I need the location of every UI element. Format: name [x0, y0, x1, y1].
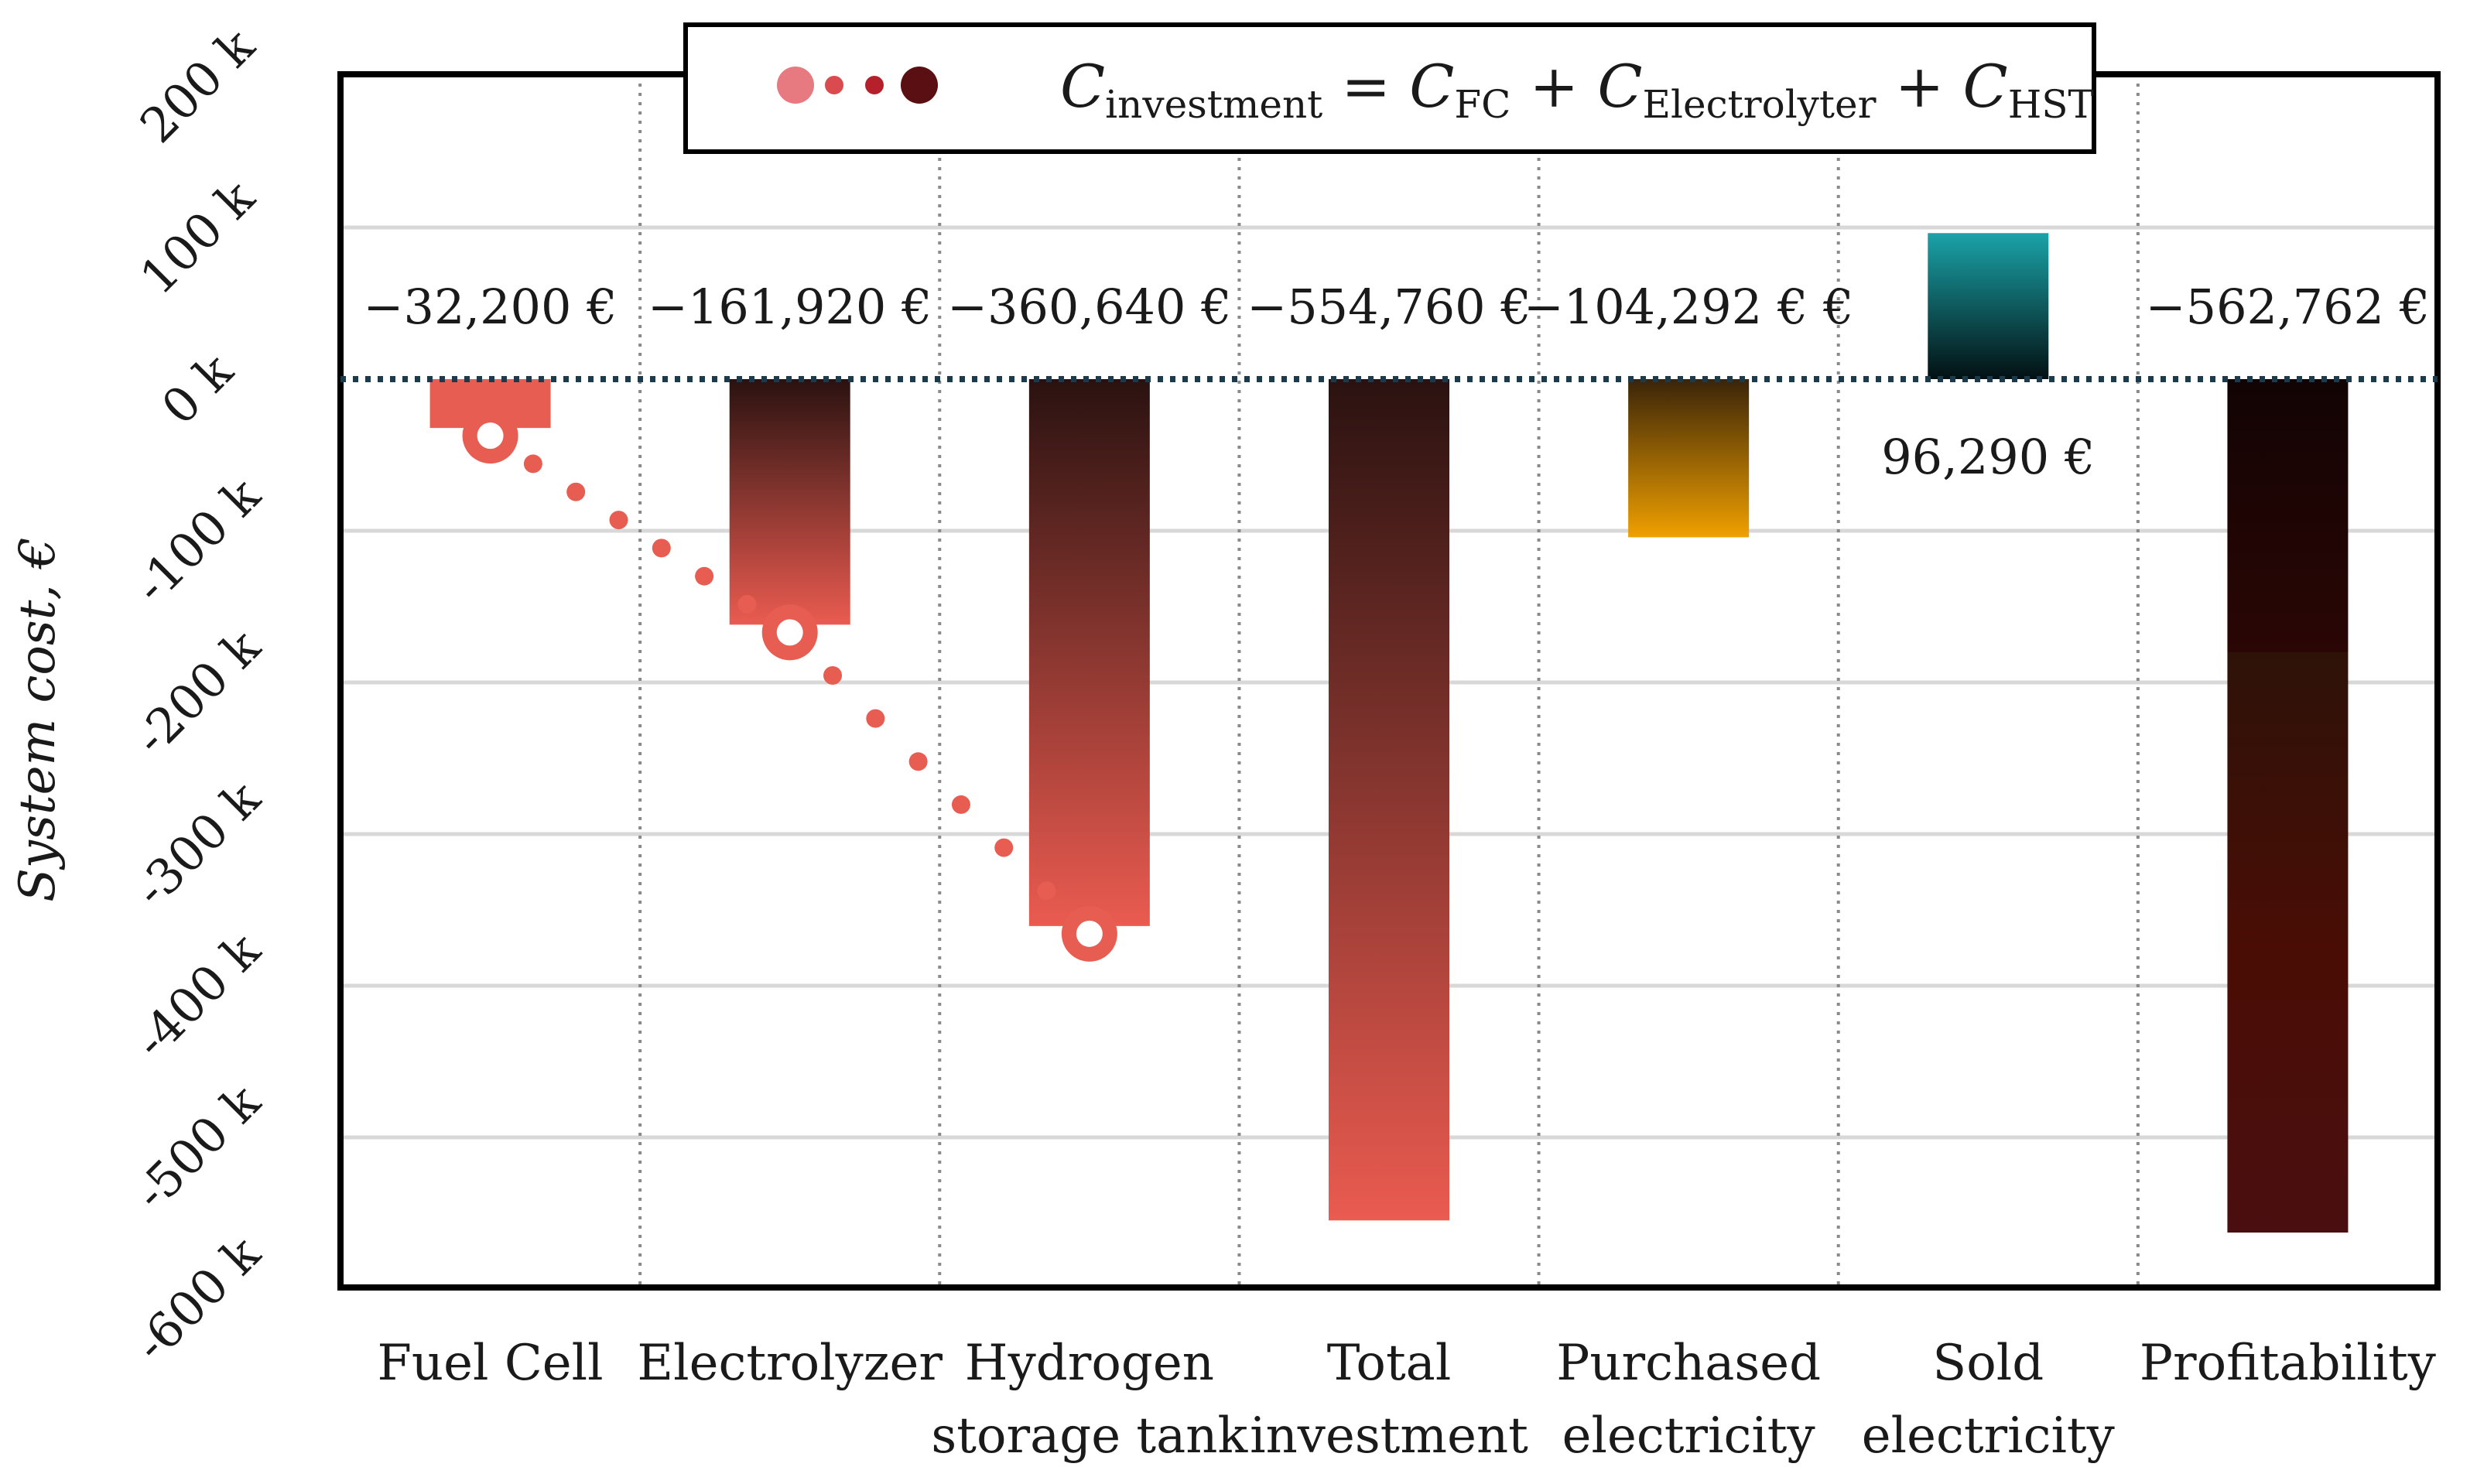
x-label-6-0: Profitability [2140, 1335, 2436, 1392]
x-label-3-1: investment [1250, 1407, 1528, 1465]
x-label-4-0: Purchased [1556, 1335, 1821, 1392]
legend: Cinvestment = CFC + CElectrolyter + CHST [683, 22, 2096, 154]
value-label-6: −562,762 € [2146, 279, 2431, 335]
y-tick-1: 100 k [129, 169, 265, 306]
legend-marker-dot-2 [865, 76, 884, 94]
x-label-5-1: electricity [1862, 1407, 2115, 1465]
trace-dot-1-6 [1037, 881, 1056, 901]
value-label-5: 96,290 € [1881, 429, 2095, 485]
trace-dot-1-5 [994, 838, 1014, 857]
bar-6 [2227, 379, 2349, 1233]
x-category-labels: Fuel Cell Electrolyzer Hydrogen storage tan… [378, 1335, 2436, 1465]
trace-dot-1-4 [951, 795, 970, 814]
y-tick-3: -100 k [123, 467, 271, 614]
trace-dot-0-2 [566, 482, 586, 501]
trace-dot-0-5 [695, 566, 714, 586]
y-tick-7: -500 k [123, 1073, 271, 1221]
y-tick-0: 200 k [129, 18, 265, 154]
x-label-0-0: Fuel Cell [378, 1335, 604, 1392]
x-label-2-0: Hydrogen [965, 1335, 1214, 1392]
x-label-2-1: storage tank [931, 1407, 1248, 1465]
bar-4 [1628, 379, 1750, 538]
y-axis-label: System cost, € [9, 537, 67, 902]
bar-5 [1928, 233, 2049, 379]
legend-marker-dot-0 [777, 67, 814, 104]
y-tick-6: -400 k [123, 922, 271, 1069]
legend-marker-dot-3 [901, 67, 938, 104]
bar-2 [1028, 379, 1150, 926]
value-label-0: −32,200 € [364, 279, 618, 335]
legend-equation: Cinvestment = CFC + CElectrolyter + CHST [1060, 52, 2094, 127]
x-label-3-0: Total [1327, 1335, 1452, 1392]
cumulative-trace [462, 408, 1117, 962]
trace-dot-0-6 [737, 595, 757, 614]
legend-marker-dot-1 [825, 76, 843, 94]
value-label-4: −104,292 € € [1524, 279, 1854, 335]
trace-dot-0-3 [609, 511, 628, 530]
trace-dot-1-2 [866, 709, 885, 728]
bar-1 [729, 379, 850, 625]
trace-dot-1-3 [908, 752, 928, 771]
legend-marker-icon [777, 67, 938, 104]
y-tick-8: -600 k [123, 1225, 271, 1373]
trace-dot-0-4 [652, 539, 671, 558]
bar-3 [1329, 379, 1449, 1221]
y-tick-5: -300 k [123, 770, 271, 918]
value-label-1: −161,920 € [648, 279, 932, 335]
value-label-3: −554,760 € [1247, 279, 1531, 335]
x-label-5-0: Sold [1932, 1335, 2044, 1392]
trace-ring-hole-2 [1076, 920, 1103, 947]
value-labels: −32,200 € −161,920 € −360,640 € −554,760 €−… [364, 279, 2431, 485]
bars [429, 233, 2349, 1233]
y-tick-4: -200 k [123, 618, 271, 766]
x-label-4-1: electricity [1562, 1407, 1815, 1465]
trace-dot-0-1 [523, 454, 542, 474]
trace-ring-hole-1 [776, 619, 803, 646]
y-tick-2: 0 k [151, 342, 244, 435]
x-label-1-0: Electrolyzer [637, 1335, 943, 1392]
trace-dot-1-1 [823, 666, 843, 686]
y-tick-labels: 200 k 100 k 0 k -100 k-200 k-300 k-400 k-50… [123, 18, 271, 1373]
trace-ring-hole-0 [477, 422, 504, 450]
value-label-2: −360,640 € [947, 279, 1232, 335]
